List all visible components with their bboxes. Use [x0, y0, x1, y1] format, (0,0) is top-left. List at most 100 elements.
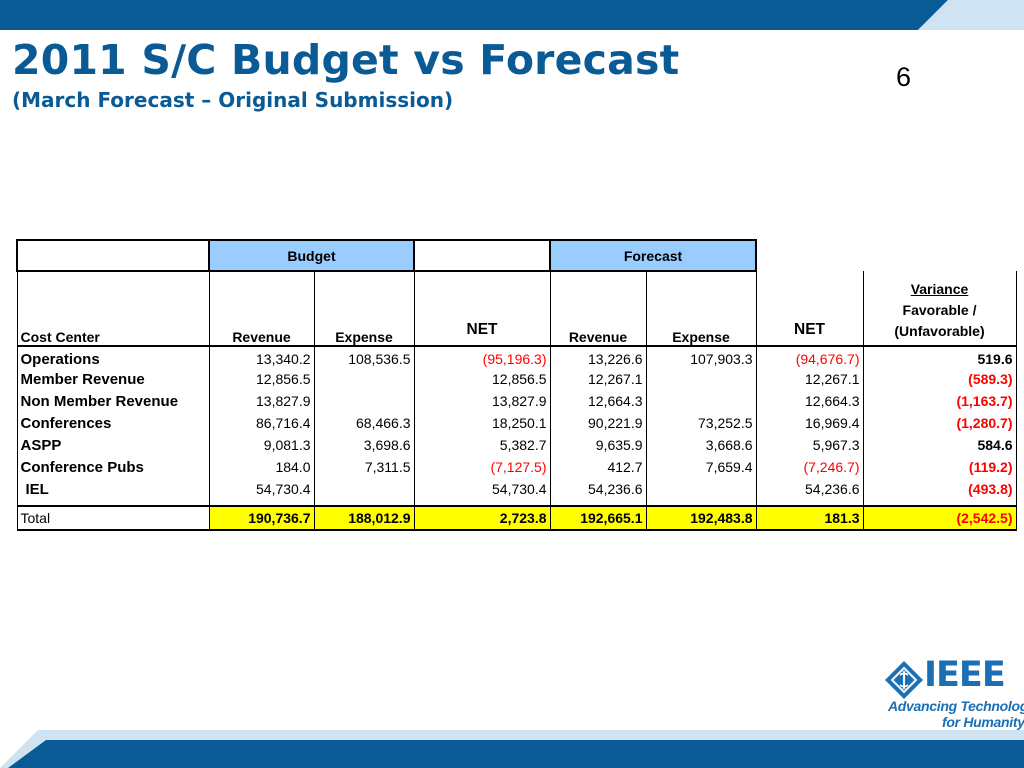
variance-cell: (1,163.7) [862, 390, 1017, 412]
variance-cell: (119.2) [862, 456, 1017, 478]
forecast-net-cell: (7,246.7) [755, 456, 864, 478]
ieee-wordmark: IEEE [924, 655, 1006, 695]
budget-revenue-cell: 184.0 [208, 456, 315, 478]
col-header-forecast-revenue: Revenue [549, 271, 647, 347]
forecast-expense-cell [645, 368, 757, 390]
budget-forecast-table: Budget Forecast Cost Center Revenue Expe… [16, 239, 1017, 531]
budget-expense-cell [313, 478, 415, 506]
col-header-budget-revenue: Revenue [208, 271, 315, 347]
forecast-net-cell: 12,664.3 [755, 390, 864, 412]
total-variance: (2,542.5) [862, 505, 1017, 531]
cost-center-cell: IEL [16, 478, 210, 506]
group-header-empty [863, 240, 1016, 271]
col-header-cost-center: Cost Center [16, 271, 210, 347]
cost-center-cell: Member Revenue [16, 368, 210, 390]
budget-expense-cell: 3,698.6 [313, 434, 415, 456]
total-budget-expense: 188,012.9 [313, 505, 415, 531]
table-row: Operations 13,340.2 108,536.5 (95,196.3)… [16, 346, 1017, 368]
budget-expense-cell: 7,311.5 [313, 456, 415, 478]
cost-center-cell: Conferences [16, 412, 210, 434]
cost-center-cell: Conference Pubs [16, 456, 210, 478]
variance-cell: (493.8) [862, 478, 1017, 506]
budget-expense-cell [313, 368, 415, 390]
budget-net-cell: 12,856.5 [413, 368, 551, 390]
col-header-variance: Variance Favorable / (Unfavorable) [862, 271, 1017, 347]
table-row: Member Revenue 12,856.5 12,856.5 12,267.… [16, 368, 1017, 390]
ieee-logo: IEEE Advancing Technology for Humanity [884, 655, 1024, 730]
forecast-revenue-cell: 12,267.1 [549, 368, 647, 390]
table-row: Conferences 86,716.4 68,466.3 18,250.1 9… [16, 412, 1017, 434]
top-header-band [0, 0, 1024, 30]
variance-cell: 584.6 [862, 434, 1017, 456]
col-header-forecast-expense: Expense [645, 271, 757, 347]
ieee-tagline-line1: Advancing Technology [888, 698, 1024, 714]
table-row: Non Member Revenue 13,827.9 13,827.9 12,… [16, 390, 1017, 412]
budget-net-cell: (7,127.5) [413, 456, 551, 478]
cost-center-cell: Non Member Revenue [16, 390, 210, 412]
forecast-expense-cell: 107,903.3 [645, 346, 757, 368]
budget-net-cell: 18,250.1 [413, 412, 551, 434]
budget-net-cell: 13,827.9 [413, 390, 551, 412]
forecast-expense-cell: 3,668.6 [645, 434, 757, 456]
forecast-expense-cell [645, 390, 757, 412]
total-budget-revenue: 190,736.7 [208, 505, 315, 531]
forecast-expense-cell [645, 478, 757, 506]
slide-number: 6 [896, 62, 912, 92]
total-row: Total 190,736.7 188,012.9 2,723.8 192,66… [16, 505, 1017, 531]
group-header-blank [16, 239, 210, 272]
budget-net-cell: (95,196.3) [413, 346, 551, 368]
col-header-budget-expense: Expense [313, 271, 415, 347]
table-row: IEL 54,730.4 54,730.4 54,236.6 54,236.6 … [16, 478, 1017, 506]
ieee-tagline-line2: for Humanity [942, 714, 1024, 730]
forecast-revenue-cell: 12,664.3 [549, 390, 647, 412]
forecast-net-cell: 54,236.6 [755, 478, 864, 506]
budget-revenue-cell: 13,340.2 [208, 346, 315, 368]
ieee-diamond-icon [885, 661, 923, 699]
budget-revenue-cell: 13,827.9 [208, 390, 315, 412]
forecast-revenue-cell: 13,226.6 [549, 346, 647, 368]
variance-cell: (589.3) [862, 368, 1017, 390]
bottom-footer-band [0, 730, 1024, 768]
forecast-group-header: Forecast [548, 239, 758, 272]
table-row: Conference Pubs 184.0 7,311.5 (7,127.5) … [16, 456, 1017, 478]
cost-center-cell: Operations [16, 346, 210, 368]
variance-favorable: Favorable / [902, 302, 977, 318]
variance-unfavorable: (Unfavorable) [894, 323, 985, 339]
forecast-expense-cell: 7,659.4 [645, 456, 757, 478]
total-forecast-revenue: 192,665.1 [549, 505, 647, 531]
slide-subtitle: (March Forecast – Original Submission) [12, 88, 454, 112]
col-header-budget-net: NET [413, 271, 551, 347]
budget-expense-cell: 68,466.3 [313, 412, 415, 434]
total-forecast-net: 181.3 [755, 505, 864, 531]
budget-group-header: Budget [208, 239, 415, 272]
col-header-forecast-net: NET [756, 271, 864, 347]
budget-revenue-cell: 9,081.3 [208, 434, 315, 456]
variance-cell: (1,280.7) [862, 412, 1017, 434]
column-header-row: Cost Center Revenue Expense NET Revenue … [16, 271, 1017, 347]
table-row: ASPP 9,081.3 3,698.6 5,382.7 9,635.9 3,6… [16, 434, 1017, 456]
group-header-row: Budget Forecast [16, 239, 1016, 272]
forecast-revenue-cell: 90,221.9 [549, 412, 647, 434]
forecast-net-cell: 16,969.4 [755, 412, 864, 434]
forecast-expense-cell: 73,252.5 [645, 412, 757, 434]
group-header-spacer [413, 239, 551, 272]
forecast-net-cell: (94,676.7) [755, 346, 864, 368]
slide-title: 2011 S/C Budget vs Forecast [12, 36, 680, 84]
forecast-revenue-cell: 9,635.9 [549, 434, 647, 456]
variance-cell: 519.6 [862, 346, 1017, 368]
forecast-net-cell: 5,967.3 [755, 434, 864, 456]
total-budget-net: 2,723.8 [413, 505, 551, 531]
forecast-revenue-cell: 54,236.6 [549, 478, 647, 506]
budget-revenue-cell: 86,716.4 [208, 412, 315, 434]
total-label: Total [16, 505, 210, 531]
budget-expense-cell [313, 390, 415, 412]
budget-net-cell: 5,382.7 [413, 434, 551, 456]
variance-title: Variance [910, 281, 969, 297]
forecast-net-cell: 12,267.1 [755, 368, 864, 390]
cost-center-cell: ASPP [16, 434, 210, 456]
budget-expense-cell: 108,536.5 [313, 346, 415, 368]
forecast-revenue-cell: 412.7 [549, 456, 647, 478]
budget-net-cell: 54,730.4 [413, 478, 551, 506]
budget-revenue-cell: 12,856.5 [208, 368, 315, 390]
budget-revenue-cell: 54,730.4 [208, 478, 315, 506]
